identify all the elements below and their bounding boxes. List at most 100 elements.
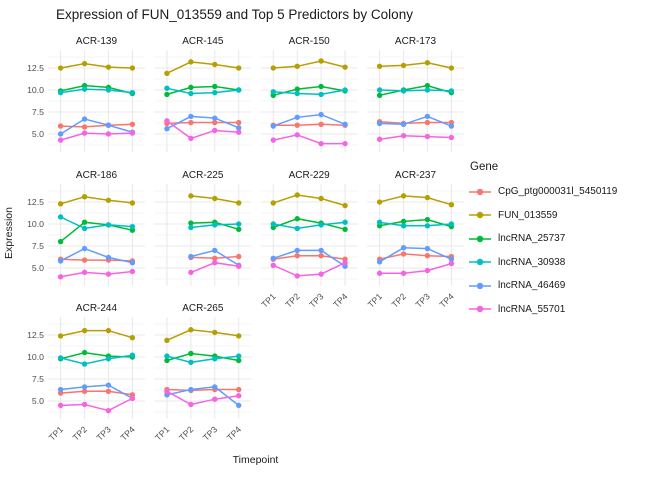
data-point-CpG_ptg000031l_5450119 [188, 119, 194, 126]
data-point-lncRNA_55701 [129, 395, 136, 402]
data-point-lncRNA_46469 [400, 121, 407, 128]
series-line-FUN_013559 [379, 195, 452, 206]
x-tick-label: TP1 [259, 291, 277, 309]
series-line-lncRNA_55701 [60, 270, 133, 278]
data-point-lncRNA_30938 [294, 90, 300, 97]
facet-ACR-173: ACR-173 [367, 36, 464, 152]
data-point-lncRNA_30938 [164, 85, 170, 91]
data-point-lncRNA_46469 [270, 255, 276, 262]
series-line-lncRNA_30938 [273, 89, 346, 96]
legend-item-label: lncRNA_25737 [498, 233, 566, 245]
data-point-CpG_ptg000031l_5450119 [212, 119, 218, 126]
facet-strip-label: ACR-150 [289, 36, 331, 47]
series-line-lncRNA_46469 [166, 115, 239, 130]
legend-item-label: lncRNA_30938 [498, 256, 566, 268]
data-point-FUN_013559 [236, 333, 242, 339]
series-line-lncRNA_25737 [60, 221, 133, 243]
data-point-lncRNA_30938 [318, 222, 324, 228]
facet-strip-label: ACR-173 [395, 36, 437, 47]
facet-ACR-265: ACR-265 TP1 TP2 TP3 TP4 [153, 303, 252, 443]
data-point-lncRNA_55701 [376, 270, 383, 276]
data-point-FUN_013559 [400, 62, 407, 69]
data-point-lncRNA_46469 [236, 125, 242, 131]
x-tick-label: TP3 [201, 424, 219, 442]
data-point-lncRNA_30938 [270, 89, 276, 95]
data-point-lncRNA_46469 [129, 259, 136, 266]
series-line-lncRNA_30938 [273, 221, 346, 230]
data-point-lncRNA_25737 [236, 226, 242, 232]
data-point-lncRNA_55701 [164, 118, 170, 124]
series-line-lncRNA_46469 [60, 384, 133, 399]
data-point-lncRNA_46469 [448, 256, 455, 262]
legend-item-label: lncRNA_46469 [498, 280, 566, 292]
data-point-lncRNA_55701 [448, 260, 455, 267]
facet-ACR-139: ACR-139 5.0 7.5 10.0 12.5 [27, 36, 145, 152]
series-line-CpG_ptg000031l_5450119 [379, 253, 452, 260]
data-point-lncRNA_30938 [129, 89, 136, 96]
y-tick-label: 12.5 [27, 63, 44, 73]
data-point-FUN_013559 [318, 58, 324, 64]
data-point-FUN_013559 [57, 333, 64, 339]
data-point-lncRNA_55701 [105, 131, 112, 137]
data-point-lncRNA_30938 [212, 356, 218, 362]
legend-item-lncRNA_30938: lncRNA_30938 [468, 251, 617, 275]
series-line-FUN_013559 [60, 329, 133, 339]
data-point-FUN_013559 [188, 327, 194, 333]
facet-ACR-244: ACR-244 5.0 7.5 10.0 12.5 TP1 TP2 TP3 TP4 [27, 303, 145, 443]
legend-title: Gene [470, 161, 499, 173]
data-point-lncRNA_30938 [424, 87, 431, 93]
x-tick-label: TP4 [225, 424, 243, 442]
data-point-lncRNA_55701 [212, 127, 218, 134]
data-point-CpG_ptg000031l_5450119 [81, 388, 88, 395]
data-point-lncRNA_30938 [57, 89, 64, 96]
data-point-lncRNA_55701 [105, 407, 112, 414]
data-point-FUN_013559 [448, 201, 455, 208]
x-tick-label: TP2 [390, 291, 408, 309]
data-point-lncRNA_55701 [164, 388, 170, 395]
data-point-lncRNA_25737 [164, 91, 170, 98]
data-point-lncRNA_30938 [81, 361, 88, 367]
data-point-CpG_ptg000031l_5450119 [294, 252, 300, 259]
facet-ACR-145: ACR-145 [154, 36, 252, 152]
legend-item-label: CpG_ptg000031l_5450119 [498, 186, 618, 198]
legend-key-icon [469, 259, 491, 266]
series-line-FUN_013559 [60, 196, 133, 205]
data-point-lncRNA_30938 [448, 221, 455, 227]
series-line-CpG_ptg000031l_5450119 [273, 123, 346, 126]
x-tick-label: TP2 [177, 424, 195, 442]
legend-item-lncRNA_46469: lncRNA_46469 [468, 274, 617, 298]
facet-strip-label: ACR-244 [76, 303, 118, 314]
data-point-lncRNA_25737 [81, 349, 88, 356]
data-point-CpG_ptg000031l_5450119 [400, 251, 407, 257]
x-tick-label: TP4 [118, 424, 136, 442]
data-point-lncRNA_25737 [400, 218, 407, 225]
data-point-FUN_013559 [448, 65, 455, 71]
x-axis-title: Timepoint [232, 454, 279, 466]
data-point-FUN_013559 [188, 193, 194, 199]
legend-item-lncRNA_55701: lncRNA_55701 [468, 298, 617, 322]
series-line-lncRNA_55701 [60, 132, 133, 141]
series-line-lncRNA_55701 [273, 134, 346, 145]
data-point-FUN_013559 [212, 61, 218, 68]
series-line-FUN_013559 [379, 62, 452, 69]
data-point-lncRNA_25737 [236, 357, 242, 364]
series-line-CpG_ptg000031l_5450119 [60, 390, 133, 396]
facet-ACR-237: ACR-237 TP1 TP2 TP3 TP4 [366, 170, 464, 310]
data-point-lncRNA_55701 [294, 273, 300, 279]
legend: Gene CpG_ptg000031l_5450119 FUN_013559 lnc… [468, 161, 617, 321]
data-point-lncRNA_25737 [188, 350, 194, 357]
data-point-lncRNA_30938 [236, 353, 242, 359]
data-point-lncRNA_55701 [212, 396, 218, 402]
data-point-lncRNA_25737 [424, 82, 431, 89]
data-point-FUN_013559 [57, 201, 64, 207]
legend-key-icon [469, 188, 491, 195]
data-point-FUN_013559 [318, 195, 324, 202]
data-point-FUN_013559 [376, 63, 383, 69]
data-point-lncRNA_55701 [342, 140, 348, 147]
y-tick-label: 10.0 [27, 219, 44, 229]
data-point-lncRNA_25737 [294, 216, 300, 222]
data-point-lncRNA_46469 [400, 245, 407, 251]
data-point-lncRNA_55701 [400, 270, 407, 276]
facet-ACR-186: ACR-186 5.0 7.5 10.0 12.5 [27, 170, 145, 286]
